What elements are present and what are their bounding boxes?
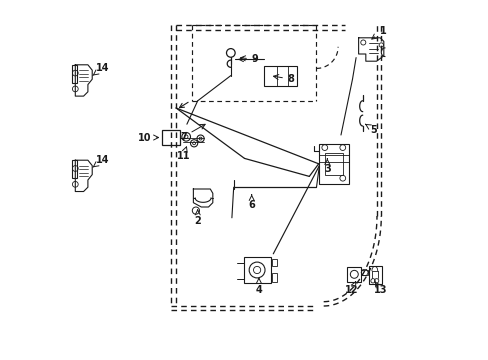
Bar	[264, 66, 296, 86]
Text: 5: 5	[365, 124, 377, 135]
Bar	[271, 273, 276, 282]
Bar	[244, 257, 271, 283]
Bar	[72, 160, 77, 178]
Bar	[162, 130, 179, 145]
Text: 9: 9	[240, 54, 258, 64]
Bar	[361, 270, 367, 275]
Text: 3: 3	[323, 159, 330, 174]
Text: 6: 6	[248, 195, 255, 210]
Text: 14: 14	[93, 155, 109, 167]
Bar	[368, 266, 382, 284]
Text: 10: 10	[138, 132, 158, 143]
Text: 1: 1	[371, 26, 386, 39]
Bar	[271, 259, 276, 266]
Text: 13: 13	[373, 282, 386, 295]
Bar	[318, 144, 348, 184]
Bar	[324, 153, 342, 175]
Text: 7: 7	[180, 124, 205, 142]
Text: 8: 8	[273, 74, 294, 84]
Text: 11: 11	[176, 147, 190, 161]
Text: 12: 12	[345, 282, 358, 295]
Bar	[347, 267, 361, 282]
Text: 2: 2	[194, 210, 201, 226]
Text: 14: 14	[93, 63, 109, 76]
Bar	[72, 65, 77, 83]
Text: 4: 4	[255, 278, 262, 295]
